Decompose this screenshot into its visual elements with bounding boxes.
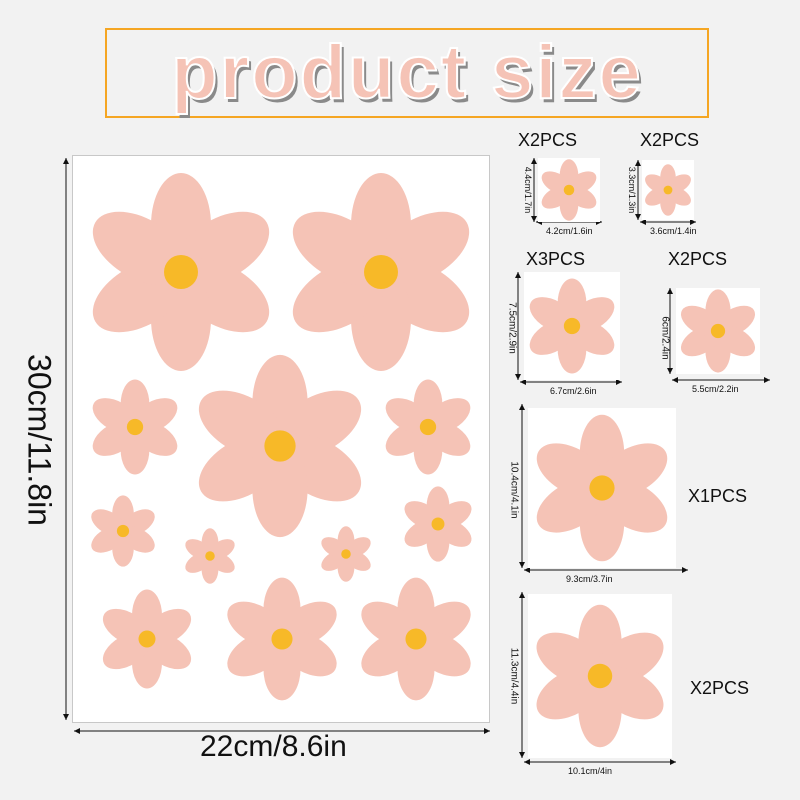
piece-5-qty: X1PCS	[688, 486, 748, 506]
petal	[102, 608, 151, 646]
sheet-flower-6	[91, 495, 155, 567]
piece-5-height-label: 10.4cm/4.1in	[508, 461, 520, 519]
piece-3-height-label: 7.5cm/2.9in	[506, 302, 518, 354]
sheet-flowers	[91, 173, 472, 701]
flower-center	[563, 184, 575, 196]
piece-3-width-label: 6.7cm/2.6in	[550, 386, 597, 396]
petal	[91, 509, 126, 536]
petal	[198, 390, 287, 459]
sheet-width-label: 22cm/8.6in	[200, 730, 347, 763]
petal	[645, 174, 670, 194]
petal	[361, 601, 421, 648]
piece-5-flower	[536, 414, 668, 562]
flower-center	[205, 551, 215, 561]
piece-4-height-label: 6cm/2.4in	[659, 316, 671, 360]
piece-1-qty: X2PCS	[518, 130, 578, 150]
piece-1-width-label: 4.2cm/1.6in	[546, 226, 593, 236]
flower-center	[587, 663, 613, 689]
sheet-flower-2	[292, 173, 470, 371]
piece-6-tile	[528, 594, 672, 758]
sheet-flower-9	[321, 526, 371, 582]
petal	[529, 297, 576, 333]
sheet-height-label: 30cm/11.8in	[21, 354, 58, 526]
sheet-flower-3	[92, 379, 178, 475]
petal	[92, 211, 188, 286]
flower-center	[341, 549, 351, 559]
flower-center	[126, 418, 144, 436]
petal	[227, 601, 287, 648]
piece-flower-1	[541, 159, 597, 221]
piece-3-flower	[529, 278, 615, 374]
flower-center	[589, 475, 615, 501]
flower-center	[663, 185, 673, 195]
sheet-flower-11	[227, 577, 337, 701]
flower-center	[164, 255, 198, 289]
piece-6-height-label: 11.3cm/4.4in	[508, 647, 520, 705]
sheet-flower-8	[185, 528, 235, 584]
piece-flower-4	[680, 289, 756, 373]
flower-center	[563, 317, 581, 335]
petal	[404, 501, 441, 530]
sticker-sheet	[72, 155, 490, 723]
petal	[541, 171, 572, 195]
flower-center	[116, 524, 130, 538]
title-frame: product size	[105, 28, 709, 118]
flower-center	[419, 418, 437, 436]
piece-2-qty: X2PCS	[640, 130, 700, 150]
petal	[680, 305, 721, 337]
petal	[536, 632, 605, 686]
flower-center	[710, 323, 726, 339]
piece-2-width-label: 3.6cm/1.4in	[650, 226, 697, 236]
piece-1-flower	[541, 159, 597, 221]
piece-5-width-label: 9.3cm/3.7in	[566, 574, 613, 584]
flower-center	[264, 430, 296, 462]
piece-6-width-arrow	[524, 759, 676, 765]
page-title: product size	[170, 30, 643, 115]
flower-center	[138, 630, 156, 648]
petal	[536, 443, 608, 498]
petal	[92, 398, 139, 434]
piece-flower-6	[536, 604, 664, 748]
petal	[185, 539, 212, 560]
piece-6-qty: X2PCS	[690, 678, 750, 698]
piece-2-height-label: 3.3cm/1.3in	[627, 166, 637, 214]
petal	[292, 211, 388, 286]
piece-1-height-label: 4.4cm/1.7in	[523, 166, 533, 214]
piece-3-tile	[524, 272, 620, 380]
sheet-flower-1	[92, 173, 270, 371]
sheet-flower-7	[404, 486, 472, 562]
sheet-flower-5	[198, 354, 362, 538]
piece-flower-3	[529, 278, 615, 374]
piece-5-height-arrow	[519, 404, 525, 568]
piece-4-tile	[676, 288, 760, 374]
flower-center	[364, 255, 398, 289]
flower-center	[431, 517, 445, 531]
sheet-flower-10	[102, 589, 192, 689]
sheet-flower-4	[385, 379, 471, 475]
petal	[321, 537, 348, 558]
petal	[385, 398, 432, 434]
piece-2-tile	[642, 160, 694, 220]
piece-6-height-arrow	[519, 592, 525, 758]
piece-5-tile	[528, 408, 676, 568]
sheet-height-arrow	[63, 158, 69, 720]
piece-6-flower	[536, 604, 664, 748]
piece-4-qty: X2PCS	[668, 249, 728, 269]
flower-center	[405, 628, 427, 650]
piece-flower-5	[536, 414, 668, 562]
piece-6-width-label: 10.1cm/4in	[568, 766, 613, 776]
piece-3-qty: X3PCS	[526, 249, 586, 269]
flower-center	[271, 628, 293, 650]
piece-4-width-arrow	[672, 377, 770, 383]
piece-flower-2	[645, 164, 691, 216]
piece-4-flower	[680, 289, 756, 373]
piece-2-flower	[645, 164, 691, 216]
sheet-flower-12	[361, 577, 471, 701]
piece-4-width-label: 5.5cm/2.2in	[692, 384, 739, 394]
piece-1-tile	[538, 158, 600, 222]
